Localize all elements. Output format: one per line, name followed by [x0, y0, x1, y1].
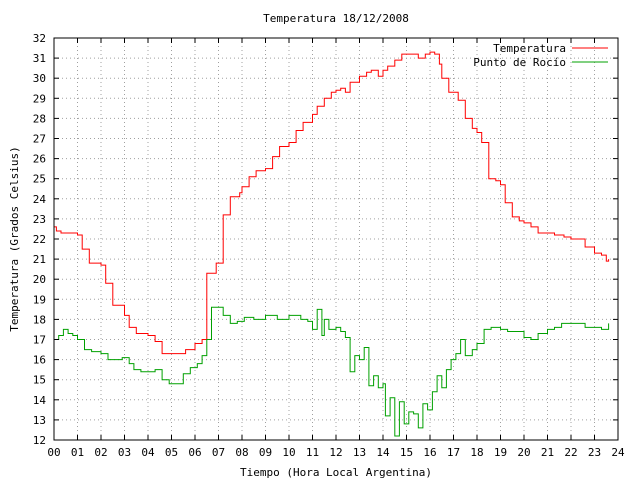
y-tick-label: 12: [33, 434, 46, 447]
y-tick-label: 21: [33, 253, 46, 266]
x-tick-label: 16: [423, 446, 436, 459]
y-tick-label: 19: [33, 293, 46, 306]
y-tick-label: 18: [33, 313, 46, 326]
x-tick-label: 01: [71, 446, 84, 459]
x-axis-label: Tiempo (Hora Local Argentina): [240, 466, 432, 479]
x-tick-labels: 00 01 02 03 04 05 06 07 08 09 10 11 12 13 14 15 16 17 18 19…: [47, 446, 625, 459]
series-line-punto-de-rocio: [54, 306, 610, 437]
x-tick-label: 08: [235, 446, 248, 459]
axis-ticks: [53, 37, 619, 441]
chart-title: Temperatura 18/12/2008: [263, 12, 409, 25]
x-tick-label: 11: [306, 446, 319, 459]
x-tick-label: 07: [212, 446, 225, 459]
x-tick-label: 20: [517, 446, 530, 459]
x-tick-label: 15: [400, 446, 413, 459]
x-tick-label: 14: [376, 446, 390, 459]
series-lines: [54, 51, 610, 437]
y-tick-label: 23: [33, 213, 46, 226]
x-tick-label: 03: [118, 446, 131, 459]
y-tick-label: 26: [33, 153, 46, 166]
y-axis-label: Temperatura (Grados Celsius): [8, 146, 21, 331]
y-tick-label: 20: [33, 273, 46, 286]
x-tick-label: 23: [588, 446, 601, 459]
x-tick-label: 19: [494, 446, 507, 459]
x-tick-label: 06: [188, 446, 201, 459]
x-tick-label: 05: [165, 446, 178, 459]
y-tick-label: 24: [33, 193, 47, 206]
x-tick-label: 18: [470, 446, 483, 459]
y-tick-label: 25: [33, 173, 46, 186]
y-tick-labels: 12 13 14 15 16 17 18 19 20 21 22 23 24 25 26 27 28 29 30 31…: [33, 32, 47, 447]
y-tick-label: 28: [33, 112, 46, 125]
y-tick-label: 17: [33, 334, 46, 347]
x-tick-label: 12: [329, 446, 342, 459]
legend-label: Temperatura: [493, 42, 566, 55]
y-tick-label: 30: [33, 72, 46, 85]
x-tick-label: 04: [141, 446, 155, 459]
x-tick-label: 02: [94, 446, 107, 459]
x-tick-label: 21: [541, 446, 554, 459]
y-tick-label: 31: [33, 52, 46, 65]
legend-label: Punto de Rocío: [473, 56, 566, 69]
x-tick-label: 24: [611, 446, 625, 459]
y-tick-label: 27: [33, 133, 46, 146]
x-tick-label: 10: [282, 446, 295, 459]
x-tick-label: 22: [564, 446, 577, 459]
y-tick-label: 29: [33, 92, 46, 105]
x-tick-label: 13: [353, 446, 366, 459]
x-tick-label: 09: [259, 446, 272, 459]
y-tick-label: 13: [33, 414, 46, 427]
grid: [54, 38, 618, 440]
y-tick-label: 22: [33, 233, 46, 246]
y-tick-label: 32: [33, 32, 46, 45]
x-tick-label: 00: [47, 446, 60, 459]
y-tick-label: 14: [33, 394, 47, 407]
y-tick-label: 16: [33, 354, 46, 367]
x-tick-label: 17: [447, 446, 460, 459]
y-tick-label: 15: [33, 374, 46, 387]
series-line-temperatura: [54, 51, 610, 355]
